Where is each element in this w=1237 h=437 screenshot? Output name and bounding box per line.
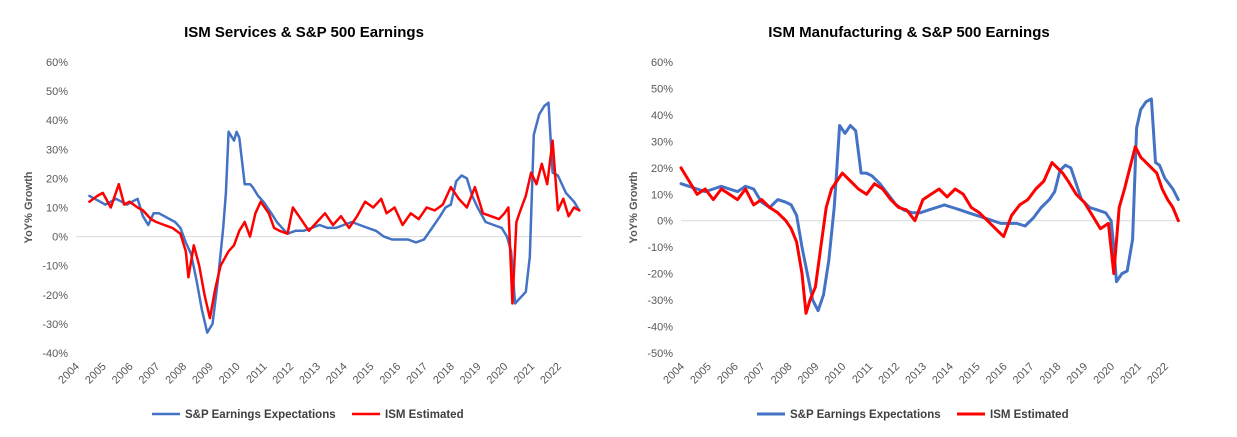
y-tick-label: 30% — [651, 136, 673, 148]
x-tick-label: 2021 — [511, 361, 537, 387]
chart-title: ISM Manufacturing & S&P 500 Earnings — [768, 24, 1049, 41]
x-tick-label: 2006 — [110, 361, 136, 387]
x-tick-label: 2018 — [431, 361, 457, 387]
x-tick-label: 2020 — [485, 361, 511, 387]
x-tick-label: 2019 — [1065, 361, 1091, 387]
y-axis-label: YoY% Growth — [628, 171, 640, 243]
x-tick-label: 2012 — [271, 361, 297, 387]
y-tick-label: 20% — [651, 163, 673, 175]
x-tick-label: 2008 — [769, 361, 795, 387]
x-tick-label: 2006 — [715, 361, 741, 387]
y-tick-label: 60% — [46, 57, 68, 69]
x-tick-label: 2007 — [742, 361, 768, 387]
legend-label: ISM Estimated — [990, 409, 1069, 421]
x-tick-label: 2012 — [876, 361, 902, 387]
y-tick-label: -20% — [647, 269, 673, 281]
x-tick-label: 2013 — [297, 361, 323, 387]
x-tick-label: 2015 — [957, 361, 983, 387]
series-line-ism-estimated — [679, 145, 1180, 315]
legend-label: S&P Earnings Expectations — [185, 409, 336, 421]
chart-title: ISM Services & S&P 500 Earnings — [184, 24, 424, 41]
y-tick-label: -20% — [42, 290, 68, 302]
services-chart: ISM Services & S&P 500 Earnings YoY% Grow… — [23, 24, 582, 421]
x-tick-label: 2022 — [1145, 361, 1171, 387]
x-tick-label: 2011 — [850, 361, 875, 386]
chart-panel-manufacturing: ISM Manufacturing & S&P 500 Earnings YoY%… — [619, 0, 1237, 437]
y-tick-label: -30% — [647, 295, 673, 307]
y-tick-label: 40% — [651, 110, 673, 122]
x-tick-label: 2004 — [661, 361, 687, 387]
x-tick-label: 2011 — [244, 361, 269, 386]
x-tick-label: 2020 — [1091, 361, 1117, 387]
y-tick-label: 0% — [52, 232, 68, 244]
x-tick-label: 2021 — [1118, 361, 1144, 387]
x-tick-label: 2016 — [984, 361, 1010, 387]
y-tick-label: 10% — [651, 189, 673, 201]
x-tick-label: 2005 — [83, 361, 109, 387]
y-tick-label: -50% — [647, 348, 673, 360]
x-tick-label: 2008 — [163, 361, 189, 387]
y-tick-label: 60% — [651, 57, 673, 69]
x-tick-label: 2019 — [458, 361, 484, 387]
chart-panel-services: ISM Services & S&P 500 Earnings YoY% Grow… — [0, 0, 618, 437]
y-tick-label: -30% — [42, 319, 68, 331]
y-tick-label: 50% — [46, 86, 68, 98]
x-tick-label: 2017 — [404, 361, 430, 387]
y-tick-label: -40% — [42, 348, 68, 360]
y-tick-label: 0% — [657, 216, 673, 228]
x-tick-label: 2014 — [324, 361, 350, 387]
x-tick-label: 2010 — [823, 361, 849, 387]
x-tick-label: 2005 — [688, 361, 714, 387]
legend-label: S&P Earnings Expectations — [790, 409, 941, 421]
x-tick-label: 2015 — [351, 361, 377, 387]
x-tick-label: 2009 — [796, 361, 822, 387]
series-line-ism-estimated — [88, 139, 581, 320]
y-tick-label: 30% — [46, 144, 68, 156]
legend-label: ISM Estimated — [385, 409, 464, 421]
y-axis-label: YoY% Growth — [23, 171, 35, 243]
y-tick-label: 50% — [651, 83, 673, 95]
y-tick-label: 10% — [46, 203, 68, 215]
x-tick-label: 2010 — [217, 361, 243, 387]
x-tick-label: 2007 — [137, 361, 163, 387]
y-tick-label: 40% — [46, 115, 68, 127]
x-tick-label: 2022 — [538, 361, 564, 387]
y-tick-label: -10% — [42, 261, 68, 273]
x-tick-label: 2009 — [190, 361, 216, 387]
x-tick-label: 2014 — [930, 361, 956, 387]
x-tick-label: 2013 — [903, 361, 929, 387]
x-tick-label: 2017 — [1011, 361, 1037, 387]
y-tick-label: -40% — [647, 322, 673, 334]
x-tick-label: 2018 — [1038, 361, 1064, 387]
y-tick-label: 20% — [46, 173, 68, 185]
series-line-earnings-expectations — [88, 101, 581, 334]
x-tick-label: 2004 — [56, 361, 82, 387]
manufacturing-chart: ISM Manufacturing & S&P 500 Earnings YoY%… — [628, 24, 1181, 421]
x-tick-label: 2016 — [378, 361, 404, 387]
y-tick-label: -10% — [647, 242, 673, 254]
